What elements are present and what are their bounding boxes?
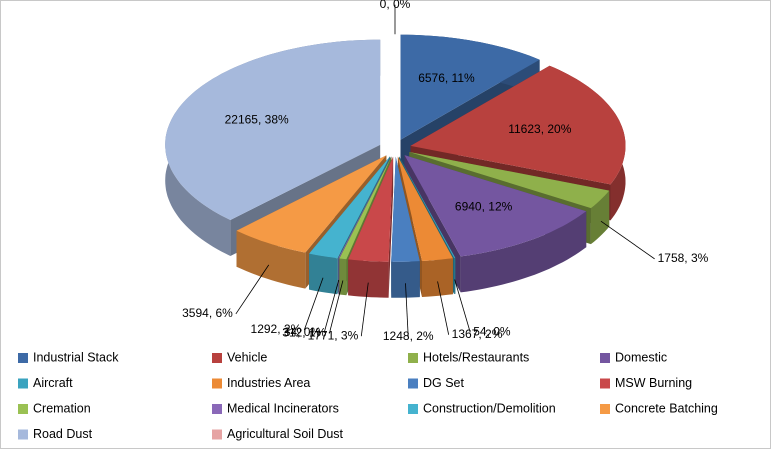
leader-line [360, 282, 369, 337]
data-label: 6576, 11% [418, 71, 475, 85]
leader-line [303, 277, 324, 331]
slice-top [404, 155, 587, 257]
slice-side [309, 253, 338, 295]
legend-label: MSW Burning [615, 376, 692, 390]
slice-top [399, 156, 456, 258]
legend-swatch [600, 353, 610, 363]
legend-swatch [212, 429, 222, 440]
legend-label: Concrete Batching [615, 401, 718, 415]
legend-swatch [212, 378, 222, 389]
legend-swatch [408, 404, 418, 414]
legend-label: Hotels/Restaurants [423, 350, 529, 364]
leader-line [600, 220, 655, 260]
legend-label: Aircraft [33, 376, 73, 390]
slice-side [236, 230, 306, 289]
data-label: 0, 0% [380, 0, 411, 11]
slice-top [309, 156, 390, 259]
legend-swatch [18, 353, 28, 363]
slice-top [348, 156, 394, 262]
legend-swatch [18, 429, 28, 440]
leader-line [235, 264, 270, 315]
data-label: 6940, 12% [455, 200, 513, 214]
legend-swatch [408, 378, 418, 389]
data-label: 22165, 38% [225, 112, 289, 126]
data-label: 34, 0% [284, 325, 322, 339]
legend-label: DG Set [423, 376, 465, 390]
slice [391, 156, 420, 298]
slice-top [165, 39, 381, 221]
slice-side [454, 257, 456, 294]
legend-label: Medical Incinerators [227, 401, 339, 415]
slice-side [460, 211, 587, 293]
data-label: 11623, 20% [508, 122, 571, 136]
slice-side [590, 190, 610, 245]
legend-swatch [18, 404, 28, 414]
legend-label: Vehicle [227, 350, 267, 364]
data-label: 1758, 3% [658, 251, 709, 265]
slice-top [410, 65, 626, 185]
data-label: 1367, 2% [452, 327, 503, 341]
legend-swatch [212, 404, 222, 414]
data-label: 1248, 2% [383, 329, 434, 343]
legend-label: Domestic [615, 350, 667, 364]
leader-line [454, 279, 471, 333]
data-label: 3594, 6% [182, 306, 233, 320]
legend-swatch [600, 378, 610, 389]
slice-top [391, 156, 420, 262]
legend-label: Industrial Stack [33, 350, 119, 364]
slice-side [348, 259, 389, 298]
data-labels: 6576, 11% 11623, 20% 1758, 3% 6940, 12% 54, … [182, 0, 709, 343]
legend-swatch [212, 353, 222, 363]
slice-top [397, 156, 453, 261]
legend-label: Construction/Demolition [423, 401, 556, 415]
legend-swatch [600, 404, 610, 414]
legend-label: Industries Area [227, 376, 310, 390]
data-label: 1292, 2% [251, 322, 302, 336]
legend: Industrial Stack Vehicle Hotels/Restaurant… [18, 350, 718, 441]
data-label: 1771, 3% [308, 328, 359, 342]
slice-side [391, 261, 420, 298]
leader-line [323, 279, 340, 333]
slice-top [236, 155, 387, 253]
leader-line [437, 281, 450, 335]
leader-line [405, 283, 409, 338]
slice-side [422, 258, 453, 297]
legend-label: Agricultural Soil Dust [227, 427, 344, 441]
slice-top [409, 152, 610, 209]
slice-top [339, 156, 392, 260]
slice-side [338, 258, 340, 295]
pie [165, 34, 626, 298]
slice-top [400, 34, 540, 140]
slice-top [338, 156, 392, 259]
legend-swatch [18, 378, 28, 389]
legend-label: Road Dust [33, 427, 93, 441]
data-label: 54, 0% [473, 325, 511, 339]
leader-line [328, 280, 344, 334]
legend-swatch [408, 353, 418, 363]
legend-label: Cremation [33, 401, 91, 415]
data-label: 312, 1% [282, 326, 326, 340]
slice [348, 156, 394, 298]
